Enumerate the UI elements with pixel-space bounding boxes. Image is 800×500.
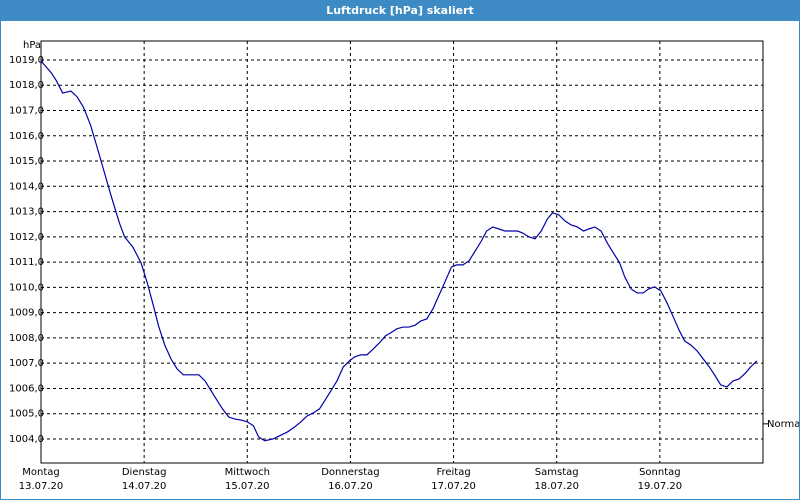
y-tick-label: 1014,0 (9, 181, 44, 192)
chart-title: Luftdruck [hPa] skaliert (1, 1, 799, 21)
reference-label: Normal (767, 419, 799, 430)
x-tick-label: Montag 13.07.20 (18, 467, 64, 492)
y-tick-label: 1013,0 (9, 207, 44, 218)
y-tick-label: 1018,0 (9, 80, 44, 91)
y-tick-label: 1004,0 (9, 434, 44, 445)
y-tick-label: 1005,0 (9, 409, 44, 420)
y-tick-label: 1012,0 (9, 232, 44, 243)
pressure-line (40, 60, 758, 442)
x-tick-label: Donnerstag 16.07.20 (321, 467, 380, 492)
y-tick-label: 1007,0 (9, 358, 44, 369)
y-tick-label: 1010,0 (9, 282, 44, 293)
y-unit-label: hPa (23, 40, 41, 51)
y-tick-label: 1011,0 (9, 257, 44, 268)
y-tick-label: 1017,0 (9, 105, 44, 116)
x-tick-label: Sonntag 19.07.20 (637, 467, 683, 492)
x-tick-label: Samstag 18.07.20 (534, 467, 579, 492)
y-tick-label: 1006,0 (9, 383, 44, 394)
x-tick-label: Mittwoch 15.07.20 (224, 467, 270, 492)
plot-area (40, 40, 764, 464)
y-tick-label: 1016,0 (9, 131, 44, 142)
y-tick-label: 1009,0 (9, 308, 44, 319)
y-tick-label: 1008,0 (9, 333, 44, 344)
x-tick-label: Freitag 17.07.20 (431, 467, 476, 492)
y-tick-label: 1015,0 (9, 156, 44, 167)
x-tick-label: Dienstag 14.07.20 (121, 467, 167, 492)
y-tick-label: 1019,0 (9, 55, 44, 66)
